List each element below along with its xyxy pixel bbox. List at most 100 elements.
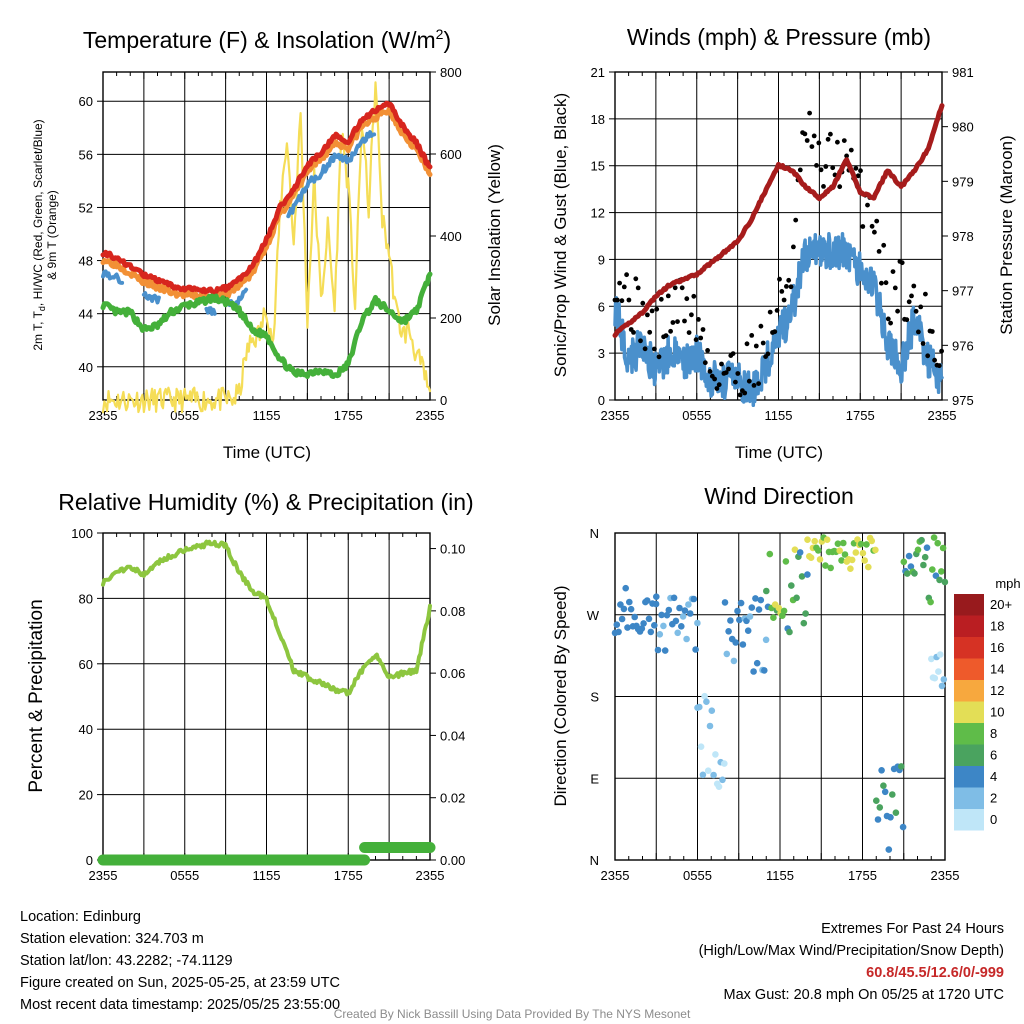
humidity-y2tick-label: 0.04 xyxy=(440,728,465,743)
gust-point xyxy=(793,217,799,223)
wind-direction-point xyxy=(665,606,673,614)
gust-point xyxy=(916,329,921,335)
colorbar-label: 18 xyxy=(990,619,1004,634)
gust-point xyxy=(670,320,676,325)
wind-direction-ytick-label: N xyxy=(590,526,599,541)
gust-point xyxy=(858,168,863,174)
wind-direction-point xyxy=(752,595,759,602)
temperature-y2tick-label: 200 xyxy=(440,311,462,326)
wind-direction-point xyxy=(727,617,734,624)
gust-point xyxy=(668,328,673,334)
colorbar-label: 14 xyxy=(990,662,1004,677)
station-location: Location: Edinburg xyxy=(20,909,141,925)
gust-point xyxy=(825,136,831,142)
wind-direction-point xyxy=(936,576,943,584)
wind-direction-point xyxy=(715,783,723,790)
winds-right-ylabel: Station Pressure (Maroon) xyxy=(997,135,1016,334)
gust-point xyxy=(791,244,796,250)
wind-direction-title: Wind Direction xyxy=(704,483,854,509)
winds-ytick-label: 15 xyxy=(591,159,605,174)
winds-xtick-label: 2355 xyxy=(928,408,957,423)
wind-direction-xtick-label: 2355 xyxy=(601,868,630,883)
gust-point xyxy=(848,147,854,153)
winds-y2tick-label: 980 xyxy=(952,120,974,135)
gust-point xyxy=(638,338,643,344)
wind-direction-point xyxy=(823,536,831,543)
gust-point xyxy=(742,390,748,396)
wind-direction-point xyxy=(723,650,731,658)
footer-credit: Created By Nick Bassill Using Data Provi… xyxy=(333,1007,691,1021)
gust-point xyxy=(932,357,937,363)
wind-direction-point xyxy=(615,628,622,636)
gust-point xyxy=(816,140,822,146)
wind-direction-point xyxy=(753,659,761,667)
humidity-y2tick-label: 0.08 xyxy=(440,604,465,619)
chart-marks: 2355 0555 1155 1755 235540444852566002004006… xyxy=(71,65,1012,883)
wind-direction-point xyxy=(931,674,939,682)
gust-point xyxy=(640,300,646,306)
gust-point xyxy=(652,346,657,352)
wind-direction-point xyxy=(905,552,913,560)
wind-direction-point xyxy=(941,578,949,586)
temperature-ytick-label: 44 xyxy=(79,307,93,322)
wind-direction-point xyxy=(744,627,752,634)
wind-direction-point xyxy=(676,604,683,612)
wind-direction-point xyxy=(887,814,894,821)
gust-point xyxy=(865,202,870,208)
wind-direction-point xyxy=(914,546,922,554)
colorbar-swatch xyxy=(954,809,984,831)
temperature-title: Temperature (F) & Insolation (W/m2) xyxy=(83,26,451,53)
gust-point xyxy=(746,378,752,384)
wind-direction-point xyxy=(631,613,638,621)
wind-direction-point xyxy=(613,621,621,628)
gust-point xyxy=(696,317,701,322)
wind-direction-point xyxy=(786,628,793,636)
colorbar-swatch xyxy=(954,680,984,702)
wind-direction-point xyxy=(796,549,804,556)
gust-point xyxy=(781,297,787,303)
gust-point xyxy=(698,335,704,341)
winds-xtick-label: 1755 xyxy=(846,408,875,423)
gust-point xyxy=(918,304,924,310)
wind-direction-point xyxy=(936,651,944,658)
winds-y2tick-label: 978 xyxy=(952,229,974,244)
humidity-title: Relative Humidity (%) & Precipitation (i… xyxy=(58,489,473,515)
wind-direction-point xyxy=(658,611,665,619)
wind-direction-point xyxy=(622,584,629,592)
wind-direction-point xyxy=(762,636,770,644)
humidity-xtick-label: 1755 xyxy=(334,868,363,883)
wind-direction-point xyxy=(739,641,747,648)
wind-direction-point xyxy=(847,565,854,572)
colorbar-label: 4 xyxy=(990,769,997,784)
wind-direction-panel: Wind Direction Direction (Colored By Spe… xyxy=(551,483,1021,807)
recent-timestamp: Most recent data timestamp: 2025/05/25 2… xyxy=(20,997,341,1013)
gust-point xyxy=(811,133,817,139)
colorbar-swatch xyxy=(954,615,984,637)
figure-created: Figure created on Sun, 2025-05-25, at 23… xyxy=(20,975,340,991)
gust-point xyxy=(733,379,738,385)
wind-direction-point xyxy=(692,646,699,653)
temperature-ytick-label: 60 xyxy=(79,94,93,109)
humidity-ytick-label: 100 xyxy=(71,526,93,541)
gust-point xyxy=(818,167,824,173)
wind-direction-ytick-label: N xyxy=(590,853,599,868)
gust-point xyxy=(802,131,808,137)
gust-point xyxy=(744,341,750,347)
wind-direction-point xyxy=(681,607,689,614)
gust-point xyxy=(631,330,636,335)
colorbar-swatch xyxy=(954,701,984,723)
wind-direction-point xyxy=(876,804,884,811)
gust-point xyxy=(693,337,699,343)
insolation-line xyxy=(101,81,432,414)
colorbar-label: 12 xyxy=(990,683,1004,698)
gust-point xyxy=(700,327,706,332)
wind-direction-point xyxy=(848,556,856,564)
gust-point xyxy=(716,382,722,388)
gust-point xyxy=(679,285,685,291)
wind-direction-point xyxy=(626,598,633,606)
humidity-ytick-label: 80 xyxy=(79,591,93,606)
temperature-xtick-label: 2355 xyxy=(416,408,445,423)
wind-direction-point xyxy=(938,682,946,690)
temperature-xtick-label: 1155 xyxy=(253,408,281,423)
wind-direction-ytick-label: E xyxy=(590,771,599,786)
